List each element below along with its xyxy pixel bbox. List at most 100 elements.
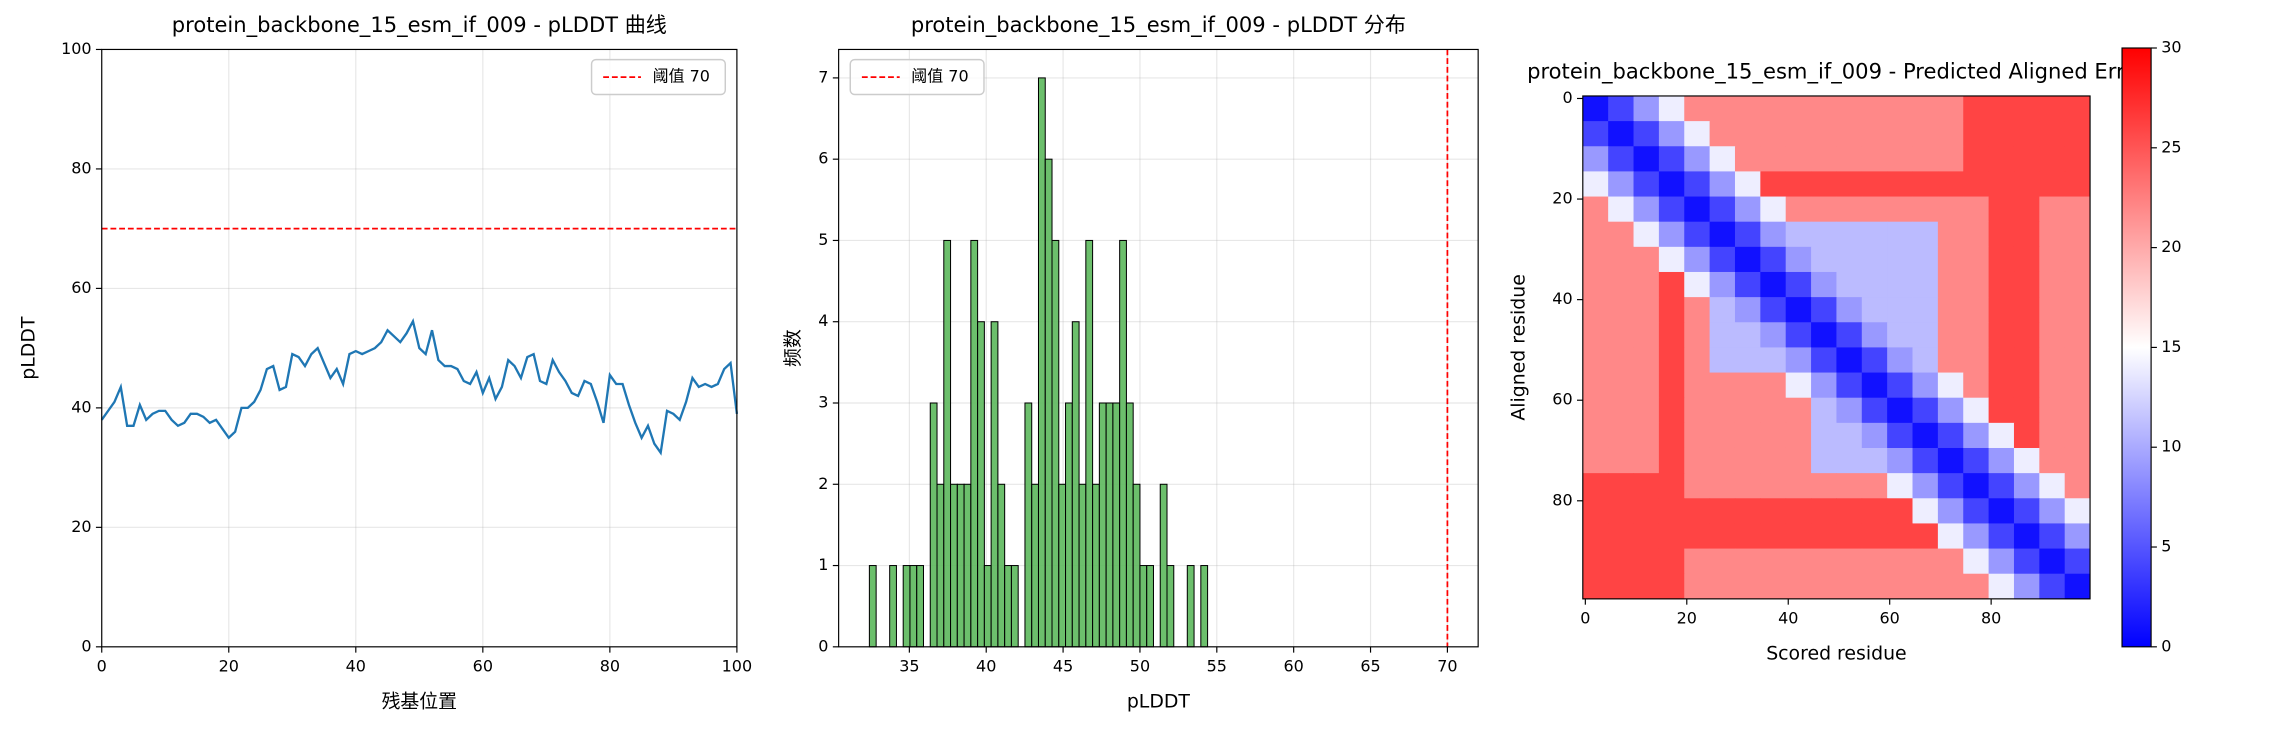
histogram-bar [1159, 483, 1168, 648]
heatmap-cell [2064, 221, 2091, 248]
heatmap-cell [1709, 95, 1736, 122]
heatmap-cell [1811, 422, 1837, 449]
heatmap-cell [1937, 271, 1964, 298]
heatmap-cell [1684, 473, 1711, 499]
histogram-bar [1125, 402, 1134, 648]
heatmap-cell [1684, 322, 1711, 348]
heatmap-cell [1658, 246, 1685, 273]
heatmap-cell [1760, 95, 1787, 122]
heatmap-cell [2013, 573, 2040, 600]
histogram-bar [956, 483, 965, 648]
chart-title: protein_backbone_15_esm_if_009 - Predict… [1527, 59, 2146, 85]
heatmap-cell [1633, 473, 1660, 499]
heatmap-cell [1861, 95, 1888, 122]
heatmap-cell [1887, 246, 1913, 273]
heatmap-cell [2039, 397, 2066, 424]
histogram-bar [1085, 239, 1094, 648]
x-tick-label: 35 [899, 657, 919, 676]
heatmap-cell [1608, 95, 1634, 122]
heatmap-cell [1658, 447, 1685, 474]
heatmap-cell [1760, 221, 1787, 248]
heatmap-cell [1582, 498, 1609, 524]
heatmap-cell [1963, 498, 1990, 524]
heatmap-cell [1887, 297, 1913, 323]
heatmap-cell [2064, 121, 2091, 147]
heatmap-cell [2064, 523, 2091, 550]
heatmap-cell [1887, 196, 1913, 223]
heatmap-cell [1582, 548, 1609, 575]
heatmap-cell [1988, 95, 2015, 122]
heatmap-cell [1785, 548, 1812, 575]
heatmap-cell [1582, 95, 1609, 122]
y-tick-label: 0 [81, 636, 91, 655]
heatmap-cell [1785, 95, 1812, 122]
heatmap-cell [1836, 447, 1863, 474]
heatmap-cell [1887, 322, 1913, 348]
heatmap-cell [1811, 473, 1837, 499]
heatmap-cell [1633, 246, 1660, 273]
heatmap-cell [2039, 322, 2066, 348]
data-line [100, 317, 739, 456]
y-tick-label: 5 [818, 230, 828, 249]
heatmap-cell [1963, 447, 1990, 474]
heatmap-cell [1633, 498, 1660, 524]
heatmap-cell [1760, 297, 1787, 323]
histogram-bar [1044, 158, 1053, 648]
heatmap-cell [2013, 121, 2040, 147]
heatmap-cell [1582, 347, 1609, 373]
colorbar-tick-label: 15 [2161, 337, 2181, 356]
heatmap-cell [1582, 573, 1609, 600]
heatmap-cell [1811, 447, 1837, 474]
colorbar-tick-label: 30 [2161, 38, 2181, 57]
heatmap-cell [1785, 397, 1812, 424]
x-tick-label: 60 [1284, 657, 1304, 676]
heatmap-cell [1658, 397, 1685, 424]
y-tick-label: 20 [1552, 189, 1572, 208]
histogram-bar [1051, 239, 1060, 648]
legend-box [590, 58, 726, 96]
heatmap-cell [1760, 422, 1787, 449]
heatmap-cell [1988, 473, 2015, 499]
heatmap-cell [1633, 397, 1660, 424]
heatmap-cell [1734, 447, 1761, 474]
heatmap-cell [2064, 322, 2091, 348]
heatmap-cell [2039, 146, 2066, 172]
heatmap-cell [1785, 246, 1812, 273]
heatmap-cell [1582, 422, 1609, 449]
heatmap-cell [1633, 523, 1660, 550]
heatmap-cell [1988, 447, 2015, 474]
heatmap-cell [1861, 422, 1888, 449]
heatmap-cell [1684, 372, 1711, 399]
x-tick-label: 80 [1981, 609, 2001, 628]
heatmap-cell [1861, 498, 1888, 524]
y-axis-label: 频数 [782, 329, 804, 367]
heatmap-cell [1887, 548, 1913, 575]
heatmap-cell [2013, 95, 2040, 122]
heatmap-cell [1760, 196, 1787, 223]
heatmap-cell [2013, 347, 2040, 373]
heatmap-cell [1658, 473, 1685, 499]
heatmap-cell [2039, 447, 2066, 474]
heatmap-cell [1937, 397, 1964, 424]
heatmap-cell [1937, 422, 1964, 449]
heatmap-cell [2064, 95, 2091, 122]
heatmap-cell [1836, 422, 1863, 449]
histogram-bar [997, 483, 1006, 648]
histogram-bar [943, 239, 952, 648]
heatmap-cell [1811, 196, 1837, 223]
heatmap-cell [1836, 473, 1863, 499]
x-tick-label: 65 [1360, 657, 1380, 676]
heatmap-cell [1861, 221, 1888, 248]
heatmap-cell [1709, 221, 1736, 248]
y-tick-label: 1 [818, 555, 828, 574]
colorbar [2121, 47, 2152, 648]
heatmap-cell [1912, 121, 1939, 147]
heatmap-cell [1760, 548, 1787, 575]
heatmap-cell [1988, 121, 2015, 147]
heatmap-cell [1658, 498, 1685, 524]
heatmap-cell [1912, 422, 1939, 449]
x-tick-label: 60 [1880, 609, 1900, 628]
heatmap-cell [1937, 447, 1964, 474]
heatmap-cell [1963, 271, 1990, 298]
